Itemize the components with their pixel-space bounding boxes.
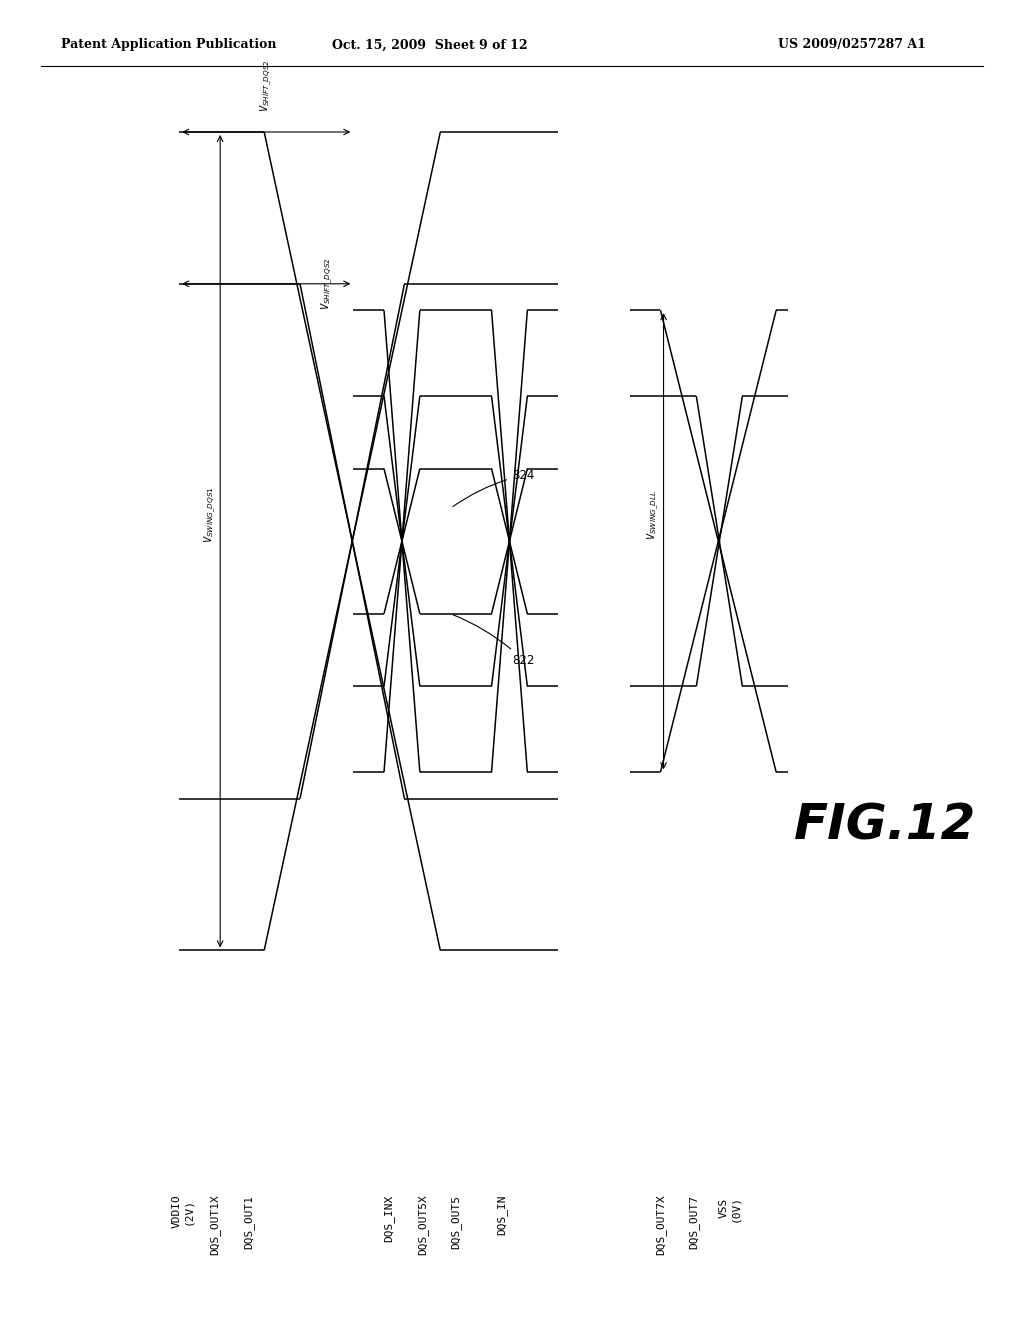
Text: 824: 824 (453, 469, 535, 507)
Text: Oct. 15, 2009  Sheet 9 of 12: Oct. 15, 2009 Sheet 9 of 12 (332, 38, 528, 51)
Text: V$_{SHIFT\_DQS2}$: V$_{SHIFT\_DQS2}$ (259, 59, 273, 112)
Text: VSS
(0V): VSS (0V) (718, 1195, 740, 1221)
Text: US 2009/0257287 A1: US 2009/0257287 A1 (778, 38, 926, 51)
Text: Patent Application Publication: Patent Application Publication (61, 38, 276, 51)
Text: 822: 822 (454, 615, 535, 667)
Text: DQS_IN: DQS_IN (497, 1195, 507, 1236)
Text: V$_{SHIFT\_DQS2}$: V$_{SHIFT\_DQS2}$ (321, 257, 335, 310)
Text: DQS_INX: DQS_INX (384, 1195, 394, 1242)
Text: DQS_OUT7X: DQS_OUT7X (655, 1195, 666, 1255)
Text: DQS_OUT5X: DQS_OUT5X (418, 1195, 428, 1255)
Text: FIG.12: FIG.12 (794, 801, 976, 849)
Text: DQS_OUT1X: DQS_OUT1X (210, 1195, 220, 1255)
Text: DQS_OUT5: DQS_OUT5 (451, 1195, 461, 1249)
Text: DQS_OUT7: DQS_OUT7 (689, 1195, 699, 1249)
Text: V$_{SWING\_DLL}$: V$_{SWING\_DLL}$ (646, 490, 660, 540)
Text: V$_{SWING\_DQS1}$: V$_{SWING\_DQS1}$ (203, 486, 217, 544)
Text: DQS_OUT1: DQS_OUT1 (244, 1195, 254, 1249)
Text: VDDIO
(2V): VDDIO (2V) (171, 1195, 194, 1229)
